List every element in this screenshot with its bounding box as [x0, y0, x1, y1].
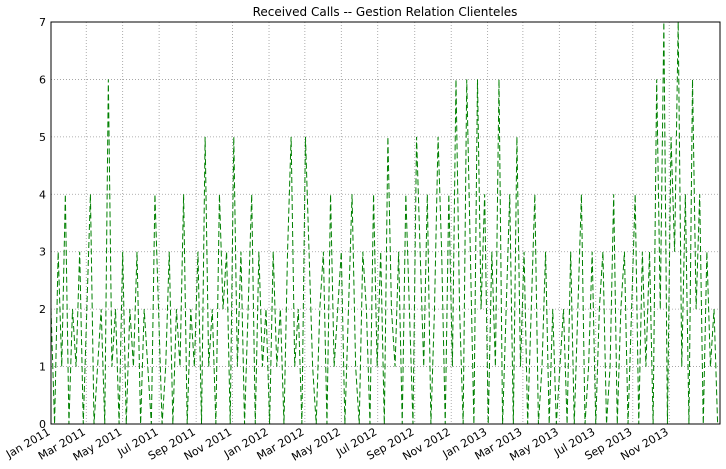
y-tick-label: 6	[39, 73, 46, 86]
y-tick-label: 1	[39, 361, 46, 374]
plot-frame	[50, 21, 721, 425]
y-tick-label: 2	[39, 303, 46, 316]
y-tick-label: 4	[39, 188, 46, 201]
chart-title: Received Calls -- Gestion Relation Clien…	[253, 5, 518, 19]
y-tick-label: 3	[39, 246, 46, 259]
series-line	[50, 21, 719, 425]
y-tick-label: 0	[39, 418, 46, 431]
y-tick-label: 5	[39, 131, 46, 144]
y-tick-label: 7	[39, 16, 46, 29]
